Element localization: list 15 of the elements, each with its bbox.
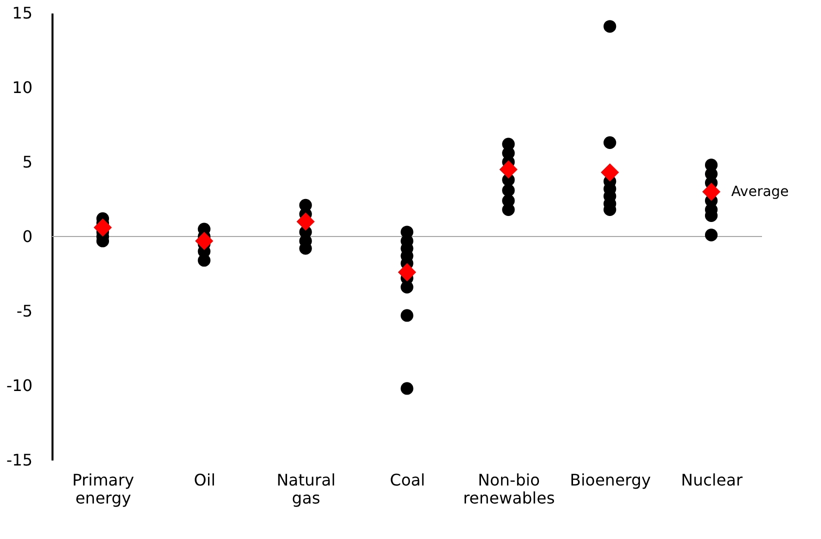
y-tick-label: 5	[22, 152, 32, 172]
x-tick-label: Coal	[390, 470, 426, 490]
x-tick-label: Oil	[194, 470, 216, 490]
x-tick-label: Nuclear	[680, 470, 743, 490]
x-tick-label: Bioenergy	[570, 470, 651, 490]
x-tick-label: Primary energy	[72, 470, 134, 508]
y-tick-label: 10	[12, 78, 32, 97]
y-tick-label: -10	[6, 376, 32, 395]
series-label: Average	[731, 184, 789, 200]
x-tick-label: Non-bio renewables	[463, 470, 555, 508]
y-tick-label: -15	[6, 450, 32, 470]
y-tick-label: -5	[16, 302, 32, 320]
x-tick-label: Natural gas	[276, 470, 336, 508]
y-tick-label: 15	[12, 4, 32, 22]
y-tick-label: 0	[22, 227, 32, 246]
